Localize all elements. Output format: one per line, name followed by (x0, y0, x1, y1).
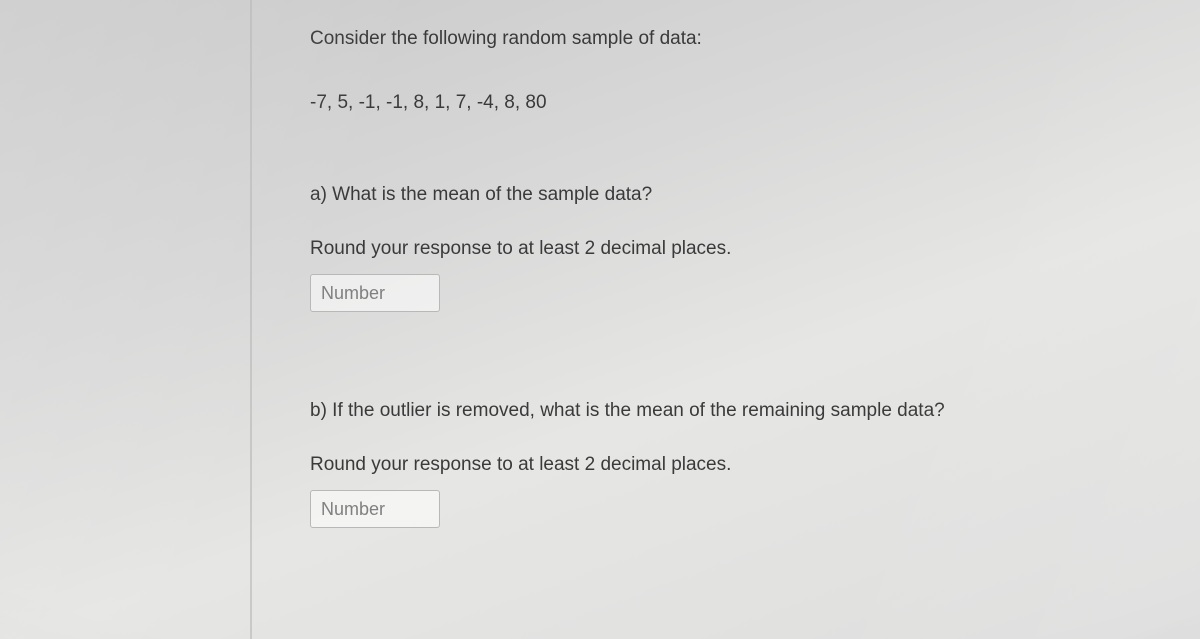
part-b-input-wrap (310, 490, 440, 528)
part-b-instruction: Round your response to at least 2 decima… (310, 454, 1130, 476)
part-a-prompt: a) What is the mean of the sample data? (310, 184, 1130, 206)
vertical-divider (250, 0, 252, 639)
part-b-answer-input[interactable] (310, 490, 440, 528)
sample-data: -7, 5, -1, -1, 8, 1, 7, -4, 8, 80 (310, 92, 1130, 114)
part-a-instruction: Round your response to at least 2 decima… (310, 238, 1130, 260)
question-content: Consider the following random sample of … (310, 28, 1130, 528)
part-b: b) If the outlier is removed, what is th… (310, 400, 1130, 528)
part-a-answer-input[interactable] (310, 274, 440, 312)
question-page: Consider the following random sample of … (0, 0, 1200, 639)
part-a: a) What is the mean of the sample data? … (310, 184, 1130, 312)
part-b-prompt: b) If the outlier is removed, what is th… (310, 400, 1130, 422)
question-intro: Consider the following random sample of … (310, 28, 1130, 50)
part-a-input-wrap (310, 274, 440, 312)
